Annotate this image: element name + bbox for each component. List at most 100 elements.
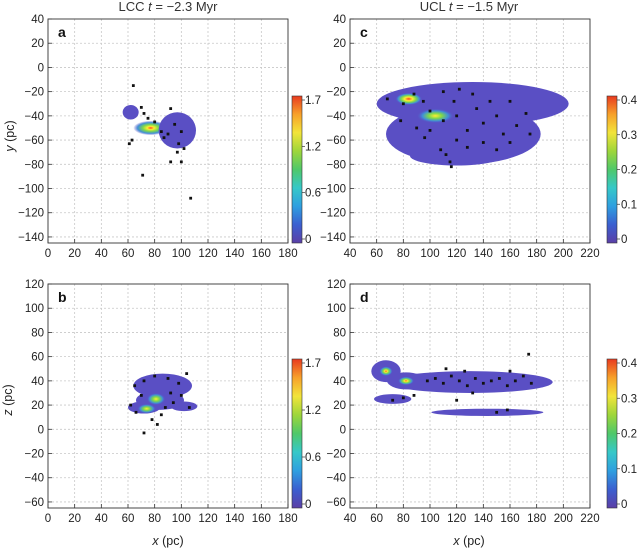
colorbar-tick-label: 0.6 (305, 188, 321, 200)
star-point (150, 418, 154, 422)
star-point (171, 401, 175, 405)
panel-letter: a (58, 24, 66, 40)
colorbar-tick-label: 0 (305, 499, 311, 511)
star-point (508, 99, 512, 103)
y-tick-label: −60 (326, 497, 346, 509)
panel-letter: d (360, 289, 369, 305)
star-point (455, 398, 459, 402)
density-blob (416, 108, 455, 124)
x-tick-label: 60 (122, 513, 135, 525)
y-tick-label: 40 (31, 376, 44, 388)
panel-c-title: UCL t = −1.5 Myr (420, 0, 519, 14)
star-point (177, 381, 181, 385)
star-point (401, 396, 405, 400)
colorbar-tick-label: 1.2 (305, 405, 321, 417)
y-tick-label: 0 (38, 424, 44, 436)
y-tick-label: −20 (326, 449, 346, 461)
star-point (515, 124, 519, 127)
y-tick-label: −40 (24, 473, 44, 485)
star-point (169, 160, 173, 164)
star-point (425, 379, 429, 383)
x-tick-label: 200 (554, 248, 573, 260)
star-point (481, 141, 485, 144)
star-point (444, 367, 448, 371)
y-tick-label: −40 (326, 473, 346, 485)
star-point (524, 112, 528, 115)
y-tick-label: 100 (25, 303, 44, 315)
star-point (401, 102, 405, 106)
panel-letter: c (360, 24, 368, 40)
y-tick-label: 20 (31, 38, 44, 50)
panel-a-lcc-xy: LCC t = −2.3 Myr y (pc) 0 20 40 60 80 100 120 1… (3, 0, 321, 260)
y-tick-label: −140 (18, 232, 44, 244)
star-point (179, 160, 183, 164)
star-point (465, 384, 469, 388)
y-tick-label: 40 (333, 376, 346, 388)
y-tick-label: −80 (24, 159, 44, 171)
colorbar-tick-label: 0.1 (621, 464, 637, 476)
x-tick-label: 40 (344, 513, 357, 525)
colorbar-tick-label: 1.2 (305, 141, 321, 153)
star-point (131, 84, 135, 87)
x-tick-label: 160 (500, 248, 519, 260)
star-point (133, 384, 137, 388)
star-point (428, 128, 432, 132)
x-tick-label: 20 (68, 248, 81, 260)
density-blob (398, 376, 414, 386)
y-tick-label: 40 (31, 14, 44, 26)
star-point (508, 141, 512, 144)
y-tick-label: −100 (18, 184, 44, 196)
y-tick-label: −100 (320, 184, 346, 196)
x-tick-label: 100 (420, 513, 439, 525)
panel-letter: b (58, 289, 67, 305)
star-point (513, 379, 517, 383)
star-point (528, 132, 532, 136)
x-tick-label: 0 (45, 513, 51, 525)
y-tick-label: −40 (24, 111, 44, 123)
x-tick-label: 20 (68, 513, 81, 525)
y-tick-label: −60 (24, 135, 44, 147)
star-point (441, 119, 445, 123)
star-point (142, 379, 146, 383)
y-tick-label: 20 (333, 400, 346, 412)
star-point (187, 406, 191, 409)
star-point (439, 148, 443, 152)
y-tick-label: 120 (327, 279, 346, 291)
density-blob (133, 373, 193, 398)
x-tick-label: 120 (447, 248, 466, 260)
x-tick-label: 100 (172, 248, 191, 260)
y-tick-label: −60 (24, 497, 44, 509)
star-point (465, 145, 469, 149)
density-blob (431, 408, 544, 416)
x-tick-label: 180 (278, 513, 297, 525)
star-point (385, 97, 389, 101)
star-point (527, 352, 531, 356)
star-point (127, 142, 131, 146)
x-tick-label: 80 (397, 513, 410, 525)
star-point (130, 138, 134, 142)
star-point (455, 138, 459, 142)
plot-frame (47, 18, 289, 244)
x-tick-label: 180 (527, 513, 546, 525)
x-tick-label: 80 (148, 248, 161, 260)
y-tick-label: −120 (18, 208, 44, 220)
y-tick-label: −20 (24, 87, 44, 99)
colorbar-tick-label: 0.6 (305, 452, 321, 464)
y-tick-label: −60 (326, 135, 346, 147)
density-blob (387, 371, 553, 393)
star-point (179, 130, 183, 134)
star-point (412, 92, 416, 96)
star-point (153, 120, 157, 124)
star-point (182, 147, 186, 150)
y-tick-label: 80 (31, 327, 44, 339)
star-point (497, 377, 501, 380)
colorbar (606, 358, 618, 509)
star-point (505, 408, 509, 412)
star-point (489, 379, 493, 383)
star-point (177, 142, 181, 146)
colorbar-tick-label: 1.7 (305, 95, 321, 107)
star-point (142, 112, 146, 115)
star-point (179, 393, 183, 397)
star-point (423, 136, 427, 140)
